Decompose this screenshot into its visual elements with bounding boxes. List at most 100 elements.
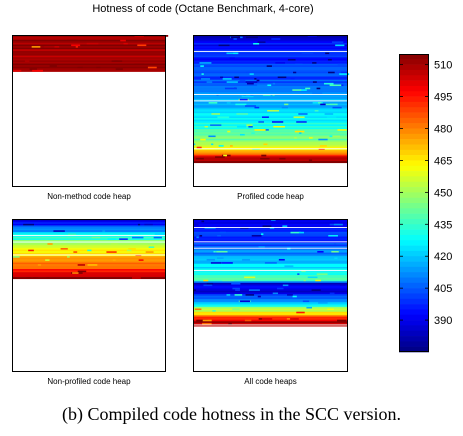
heat-row [193, 274, 348, 277]
heat-cell [218, 44, 230, 47]
heat-gap [193, 94, 348, 95]
heat-cell [44, 46, 55, 48]
heat-row [12, 268, 166, 271]
heat-cell [236, 125, 247, 128]
heat-cell [318, 302, 328, 304]
heat-row [193, 133, 348, 136]
heat-cell [197, 38, 201, 40]
heat-row [193, 70, 348, 73]
heat-cell [87, 264, 98, 266]
heat-cell [290, 318, 299, 320]
heat-cell [75, 46, 78, 48]
heat-cell [334, 257, 338, 260]
heat-cell [210, 262, 222, 264]
heatmap-cells-non-method [12, 35, 169, 72]
heat-cell [257, 295, 261, 298]
colorbar-frame [399, 54, 429, 352]
heat-cell [107, 238, 117, 241]
heat-row [193, 62, 348, 65]
heat-cell [337, 63, 347, 66]
colorbar-tick-label: 495 [434, 92, 452, 104]
heat-cell [66, 241, 77, 244]
heat-row [193, 153, 348, 156]
heat-cell [196, 236, 199, 239]
panels-layer: Non-method code heap Profiled code heap No… [12, 35, 350, 386]
heat-row [193, 148, 348, 151]
heat-cell [327, 308, 335, 311]
heat-cell [264, 262, 277, 264]
heat-row [193, 284, 348, 287]
colorbar-band [399, 181, 429, 188]
heat-row [193, 244, 348, 247]
heat-row [193, 260, 348, 263]
heat-row [193, 100, 348, 103]
heat-row [12, 275, 166, 278]
colorbar-tick-label: 480 [434, 124, 452, 136]
heat-cell [12, 256, 20, 258]
heat-cell [332, 41, 344, 44]
heat-row [193, 47, 348, 50]
heat-gap [193, 148, 348, 150]
heat-cell [230, 36, 241, 39]
heat-row [193, 116, 348, 119]
heat-cell [246, 124, 253, 127]
heat-row [12, 65, 166, 68]
heat-row [193, 289, 348, 292]
heat-row [193, 146, 348, 149]
heat-cell [306, 306, 312, 309]
heat-cell [254, 129, 266, 131]
colorbar-band [399, 277, 429, 284]
heat-cell [219, 225, 225, 228]
heat-cell [327, 58, 332, 61]
heat-cell [145, 251, 154, 254]
heat-row [193, 38, 348, 41]
colorbar-band [399, 213, 429, 220]
heat-cell [271, 38, 281, 40]
heat-cell [293, 71, 297, 74]
heat-cell [153, 236, 162, 239]
heat-row [12, 66, 166, 69]
colorbar-band [399, 85, 429, 92]
heat-cell [210, 124, 222, 127]
heat-cell [295, 63, 303, 66]
colorbar-tick-label: 390 [434, 315, 452, 327]
colorbar-band [399, 234, 429, 241]
colorbar-band [399, 165, 429, 172]
heat-cell [37, 264, 42, 266]
heat-row [12, 236, 166, 239]
heat-gap [193, 247, 348, 249]
heat-row [193, 255, 348, 258]
heat-row [193, 156, 348, 159]
heat-row [12, 69, 166, 72]
heat-cell [324, 113, 334, 115]
heat-cell [279, 157, 286, 160]
heat-cell [332, 135, 340, 138]
heat-row [193, 231, 348, 234]
heat-cell [281, 133, 290, 136]
colorbar-band [399, 272, 429, 278]
heat-row [193, 220, 348, 223]
heat-cell [46, 277, 50, 279]
heat-row [193, 95, 348, 98]
colorbar-band [399, 298, 429, 305]
heat-row [193, 311, 348, 314]
heat-cell [193, 289, 196, 292]
heat-row [12, 54, 166, 57]
heat-cell [137, 223, 141, 226]
heat-row [193, 324, 348, 327]
colorbar-tick-label: 465 [434, 155, 452, 167]
heat-row [12, 228, 166, 231]
heat-row [193, 236, 348, 239]
heat-cell [47, 243, 53, 245]
colorbar-band [399, 69, 429, 76]
heat-row [193, 316, 348, 319]
colorbar-band [399, 64, 429, 71]
heat-cell [216, 250, 228, 253]
heat-cell [138, 259, 144, 262]
heat-row [193, 90, 348, 93]
colorbar-band [399, 320, 429, 326]
heat-cell [239, 133, 245, 136]
heat-cell [328, 234, 338, 237]
heat-row [12, 225, 166, 228]
heat-row [193, 138, 348, 141]
